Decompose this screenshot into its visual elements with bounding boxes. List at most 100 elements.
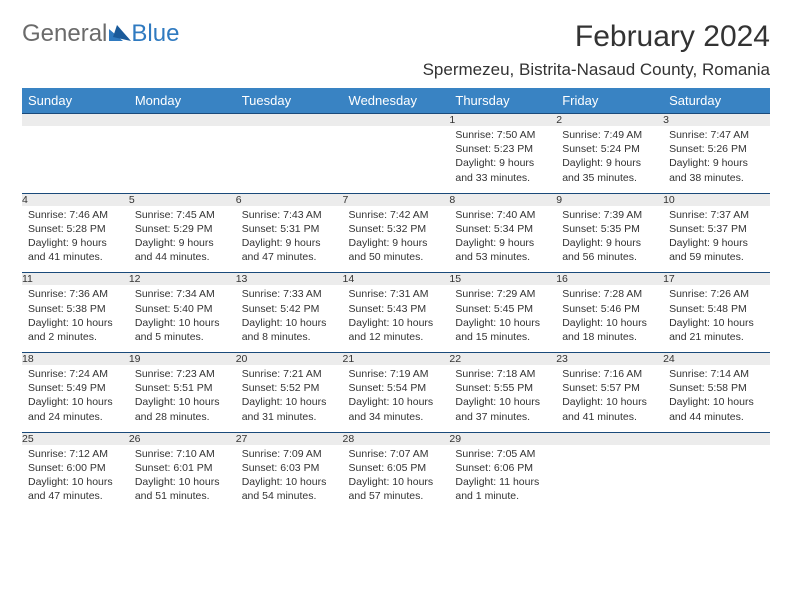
- sunrise-text: Sunrise: 7:29 AM: [455, 287, 550, 301]
- daylight-text-2: and 1 minute.: [455, 489, 550, 503]
- day-number: 17: [663, 273, 770, 286]
- day-cell: Sunrise: 7:18 AMSunset: 5:55 PMDaylight:…: [449, 365, 556, 432]
- sunrise-text: Sunrise: 7:05 AM: [455, 447, 550, 461]
- daylight-text-1: Daylight: 9 hours: [349, 236, 444, 250]
- sunset-text: Sunset: 5:57 PM: [562, 381, 657, 395]
- day-cell: [343, 126, 450, 193]
- daylight-text-2: and 51 minutes.: [135, 489, 230, 503]
- daylight-text-2: and 24 minutes.: [28, 410, 123, 424]
- sunrise-text: Sunrise: 7:36 AM: [28, 287, 123, 301]
- day-number: 5: [129, 193, 236, 206]
- day-cell: Sunrise: 7:34 AMSunset: 5:40 PMDaylight:…: [129, 285, 236, 352]
- daylight-text-1: Daylight: 9 hours: [455, 236, 550, 250]
- day-cell: [236, 126, 343, 193]
- daylight-text-1: Daylight: 11 hours: [455, 475, 550, 489]
- sunset-text: Sunset: 5:45 PM: [455, 302, 550, 316]
- day-number: 29: [449, 432, 556, 445]
- daylight-text-1: Daylight: 10 hours: [28, 316, 123, 330]
- day-number: 7: [343, 193, 450, 206]
- daylight-text-1: Daylight: 10 hours: [669, 395, 764, 409]
- sunset-text: Sunset: 5:26 PM: [669, 142, 764, 156]
- daynum-row: 45678910: [22, 193, 770, 206]
- daylight-text-2: and 47 minutes.: [242, 250, 337, 264]
- day-cell: Sunrise: 7:36 AMSunset: 5:38 PMDaylight:…: [22, 285, 129, 352]
- day-number: 18: [22, 353, 129, 366]
- calendar-table: SundayMondayTuesdayWednesdayThursdayFrid…: [22, 88, 770, 511]
- day-content-row: Sunrise: 7:50 AMSunset: 5:23 PM Daylight:…: [22, 126, 770, 193]
- daylight-text-2: and 44 minutes.: [669, 410, 764, 424]
- daylight-text-2: and 35 minutes.: [562, 171, 657, 185]
- day-cell: Sunrise: 7:31 AMSunset: 5:43 PMDaylight:…: [343, 285, 450, 352]
- sunset-text: Sunset: 5:40 PM: [135, 302, 230, 316]
- day-number: 8: [449, 193, 556, 206]
- daylight-text-2: and 53 minutes.: [455, 250, 550, 264]
- day-number: [129, 114, 236, 127]
- daylight-text-1: Daylight: 10 hours: [242, 395, 337, 409]
- sunrise-text: Sunrise: 7:50 AM: [455, 128, 550, 142]
- day-number: [556, 432, 663, 445]
- sunrise-text: Sunrise: 7:26 AM: [669, 287, 764, 301]
- day-number: 3: [663, 114, 770, 127]
- day-number: 1: [449, 114, 556, 127]
- daylight-text-2: and 18 minutes.: [562, 330, 657, 344]
- daylight-text-1: Daylight: 9 hours: [562, 156, 657, 170]
- sunset-text: Sunset: 5:31 PM: [242, 222, 337, 236]
- day-cell: Sunrise: 7:23 AMSunset: 5:51 PMDaylight:…: [129, 365, 236, 432]
- sunset-text: Sunset: 5:23 PM: [455, 142, 550, 156]
- daylight-text-2: and 41 minutes.: [562, 410, 657, 424]
- day-number: [22, 114, 129, 127]
- day-number: 13: [236, 273, 343, 286]
- daylight-text-2: and 50 minutes.: [349, 250, 444, 264]
- sunrise-text: Sunrise: 7:45 AM: [135, 208, 230, 222]
- sunset-text: Sunset: 6:05 PM: [349, 461, 444, 475]
- daylight-text-1: Daylight: 9 hours: [135, 236, 230, 250]
- day-cell: Sunrise: 7:43 AMSunset: 5:31 PMDaylight:…: [236, 206, 343, 273]
- weekday-header: Wednesday: [343, 88, 450, 114]
- daylight-text-1: Daylight: 10 hours: [669, 316, 764, 330]
- sunrise-text: Sunrise: 7:07 AM: [349, 447, 444, 461]
- logo-text-1: General: [22, 20, 107, 48]
- daylight-text-1: Daylight: 10 hours: [349, 395, 444, 409]
- day-cell: Sunrise: 7:16 AMSunset: 5:57 PMDaylight:…: [556, 365, 663, 432]
- day-cell: Sunrise: 7:46 AMSunset: 5:28 PMDaylight:…: [22, 206, 129, 273]
- sunrise-text: Sunrise: 7:31 AM: [349, 287, 444, 301]
- daylight-text-1: Daylight: 10 hours: [349, 475, 444, 489]
- sunrise-text: Sunrise: 7:40 AM: [455, 208, 550, 222]
- daylight-text-1: Daylight: 9 hours: [242, 236, 337, 250]
- day-cell: [663, 445, 770, 512]
- day-cell: Sunrise: 7:37 AMSunset: 5:37 PMDaylight:…: [663, 206, 770, 273]
- daynum-row: 11121314151617: [22, 273, 770, 286]
- daylight-text-2: and 47 minutes.: [28, 489, 123, 503]
- daylight-text-1: Daylight: 10 hours: [455, 316, 550, 330]
- daylight-text-1: Daylight: 10 hours: [135, 395, 230, 409]
- day-content-row: Sunrise: 7:36 AMSunset: 5:38 PMDaylight:…: [22, 285, 770, 352]
- sunrise-text: Sunrise: 7:43 AM: [242, 208, 337, 222]
- day-number: 24: [663, 353, 770, 366]
- logo: General Blue: [22, 20, 179, 48]
- sunrise-text: Sunrise: 7:33 AM: [242, 287, 337, 301]
- sunset-text: Sunset: 5:34 PM: [455, 222, 550, 236]
- day-cell: Sunrise: 7:19 AMSunset: 5:54 PMDaylight:…: [343, 365, 450, 432]
- daylight-text-2: and 15 minutes.: [455, 330, 550, 344]
- day-number: 25: [22, 432, 129, 445]
- day-cell: Sunrise: 7:12 AMSunset: 6:00 PMDaylight:…: [22, 445, 129, 512]
- daylight-text-2: and 38 minutes.: [669, 171, 764, 185]
- sunset-text: Sunset: 5:35 PM: [562, 222, 657, 236]
- day-number: [236, 114, 343, 127]
- sunset-text: Sunset: 5:32 PM: [349, 222, 444, 236]
- sunrise-text: Sunrise: 7:28 AM: [562, 287, 657, 301]
- daylight-text-2: and 57 minutes.: [349, 489, 444, 503]
- day-number: 2: [556, 114, 663, 127]
- day-number: [343, 114, 450, 127]
- day-number: [663, 432, 770, 445]
- sunrise-text: Sunrise: 7:14 AM: [669, 367, 764, 381]
- daylight-text-1: Daylight: 9 hours: [562, 236, 657, 250]
- daylight-text-1: Daylight: 10 hours: [28, 475, 123, 489]
- sunrise-text: Sunrise: 7:19 AM: [349, 367, 444, 381]
- day-number: 19: [129, 353, 236, 366]
- sunset-text: Sunset: 5:37 PM: [669, 222, 764, 236]
- sunset-text: Sunset: 6:03 PM: [242, 461, 337, 475]
- sunset-text: Sunset: 5:58 PM: [669, 381, 764, 395]
- day-cell: Sunrise: 7:09 AMSunset: 6:03 PMDaylight:…: [236, 445, 343, 512]
- daylight-text-2: and 2 minutes.: [28, 330, 123, 344]
